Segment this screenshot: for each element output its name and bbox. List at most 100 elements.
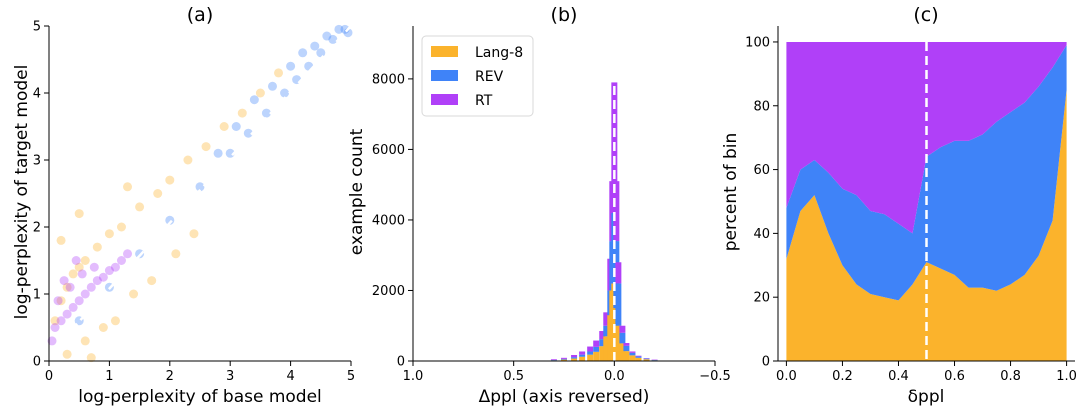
scatter-point-rev bbox=[225, 148, 235, 158]
histogram-bar-lang8 bbox=[599, 346, 606, 361]
panel-c-xtick-label: 0.2 bbox=[832, 369, 853, 384]
scatter-point-lang8 bbox=[274, 68, 284, 78]
scatter-point-lang8 bbox=[237, 108, 247, 118]
histogram-bar-rt bbox=[619, 325, 626, 333]
scatter-point-lang8 bbox=[74, 209, 84, 219]
histogram-bar-rt bbox=[571, 355, 578, 358]
scatter-point-rt bbox=[68, 302, 78, 312]
histogram-bar-rev bbox=[635, 356, 642, 358]
panel-b-ylabel: example count bbox=[347, 128, 367, 255]
histogram-bar-lang8 bbox=[587, 354, 594, 361]
histogram-bar-rev bbox=[643, 358, 650, 360]
panel-c-ytick-label: 20 bbox=[753, 291, 770, 306]
panel-b-xtick-label: 0.5 bbox=[503, 369, 524, 384]
scatter-point-rev bbox=[316, 48, 326, 58]
panel-c-ytick-label: 40 bbox=[753, 227, 770, 242]
panel-a-xtick-label: 4 bbox=[286, 369, 294, 384]
histogram-bar-lang8 bbox=[619, 343, 626, 361]
scatter-point-rt bbox=[86, 282, 96, 292]
histogram-bar-rt bbox=[579, 351, 586, 355]
scatter-point-rev bbox=[280, 88, 290, 98]
scatter-point-rt bbox=[65, 282, 75, 292]
scatter-point-lang8 bbox=[165, 175, 175, 185]
legend-label-rt: RT bbox=[475, 93, 493, 109]
scatter-point-rt bbox=[47, 336, 57, 346]
panel-c-ytick-label: 100 bbox=[745, 35, 770, 50]
panel-c-xtick-label: 0.0 bbox=[776, 369, 797, 384]
scatter-point-rev bbox=[261, 108, 271, 118]
scatter-point-lang8 bbox=[98, 323, 108, 332]
scatter-point-lang8 bbox=[189, 229, 199, 239]
scatter-point-rt bbox=[71, 256, 81, 265]
scatter-point-lang8 bbox=[74, 262, 84, 272]
panel-a-xtick-label: 5 bbox=[347, 369, 355, 384]
panel-c-ylabel: percent of bin bbox=[721, 133, 741, 252]
reference-diagonal-line bbox=[51, 25, 352, 352]
histogram-bar-lang8 bbox=[643, 359, 650, 361]
scatter-point-lang8 bbox=[123, 182, 133, 192]
panel-b-legend: Lang-8 REV RT bbox=[421, 35, 534, 117]
panel-a-ytick-label: 0 bbox=[33, 355, 41, 370]
panel-a-ytick-label: 2 bbox=[33, 221, 41, 236]
panel-b-xtick-label: −0.5 bbox=[699, 369, 731, 384]
histogram-bar-lang8 bbox=[561, 359, 567, 361]
histogram-bar-rt bbox=[615, 262, 622, 284]
panel-b-xtick-label: 0.0 bbox=[604, 369, 625, 384]
percent-area-rt bbox=[786, 41, 1067, 234]
panel-c-axes: 0.0 0.2 0.4 0.6 0.8 1.0 0 20 40 60 80 100 bbox=[745, 26, 1077, 384]
histogram-bar-rev bbox=[603, 325, 610, 337]
scatter-point-lang8 bbox=[68, 269, 78, 279]
histogram-bar-rt bbox=[599, 331, 606, 340]
histogram-bar-rt bbox=[629, 351, 636, 353]
scatter-point-lang8 bbox=[129, 289, 139, 299]
panel-a-points bbox=[47, 24, 353, 363]
scatter-point-rev bbox=[328, 34, 338, 44]
histogram-bar-rt bbox=[623, 343, 630, 346]
panel-b-title: (b) bbox=[551, 4, 578, 26]
scatter-point-rt bbox=[116, 256, 126, 265]
legend-swatch-lang8 bbox=[431, 46, 458, 57]
scatter-point-rt bbox=[53, 296, 63, 306]
histogram-bar-lang8 bbox=[623, 351, 630, 361]
scatter-point-rt bbox=[123, 249, 133, 259]
histogram-bar-lang8 bbox=[571, 358, 578, 361]
panel-c-xtick-label: 0.8 bbox=[1000, 369, 1021, 384]
scatter-point-lang8 bbox=[80, 336, 90, 346]
panel-a-xtick-label: 2 bbox=[166, 369, 174, 384]
scatter-point-lang8 bbox=[183, 155, 193, 165]
scatter-point-rev bbox=[243, 128, 253, 138]
histogram-bar-lang8 bbox=[579, 356, 586, 361]
scatter-point-lang8 bbox=[116, 222, 126, 232]
histogram-bar-rev bbox=[615, 283, 622, 326]
panel-b-ytick-label: 8000 bbox=[372, 72, 405, 87]
panel-a-xtick-label: 3 bbox=[226, 369, 234, 384]
scatter-point-rev bbox=[286, 61, 296, 71]
scatter-point-rt bbox=[104, 266, 114, 276]
histogram-bar-rt bbox=[561, 357, 567, 359]
scatter-point-rev bbox=[334, 24, 344, 34]
scatter-point-lang8 bbox=[56, 235, 66, 245]
scatter-point-lang8 bbox=[86, 353, 96, 363]
panel-a-scatter: (a) 0 1 2 3 4 5 0 1 2 3 4 5 log-perplexity of base … bbox=[12, 4, 355, 407]
panel-c-title: (c) bbox=[913, 4, 938, 26]
histogram-bar-lang8 bbox=[615, 325, 622, 361]
scatter-point-rev bbox=[249, 95, 259, 105]
histogram-bar-rev bbox=[599, 339, 606, 347]
panel-c-areas bbox=[786, 41, 1067, 362]
scatter-point-lang8 bbox=[104, 229, 114, 239]
scatter-point-rt bbox=[50, 323, 60, 332]
scatter-point-rev bbox=[165, 215, 175, 225]
panel-b-xlabel: Δppl (axis reversed) bbox=[479, 387, 650, 407]
scatter-point-rev bbox=[213, 148, 223, 158]
panel-a-xtick-label: 1 bbox=[105, 369, 113, 384]
histogram-bar-rt bbox=[587, 346, 594, 352]
scatter-point-lang8 bbox=[62, 282, 72, 292]
histogram-bar-rt bbox=[603, 312, 610, 326]
histogram-bar-rt bbox=[593, 340, 600, 347]
scatter-point-rt bbox=[74, 296, 84, 306]
scatter-point-rt bbox=[80, 289, 90, 299]
scatter-point-lang8 bbox=[92, 242, 102, 252]
scatter-point-lang8 bbox=[62, 349, 72, 359]
scatter-point-rev bbox=[310, 41, 320, 51]
scatter-point-lang8 bbox=[80, 256, 90, 265]
